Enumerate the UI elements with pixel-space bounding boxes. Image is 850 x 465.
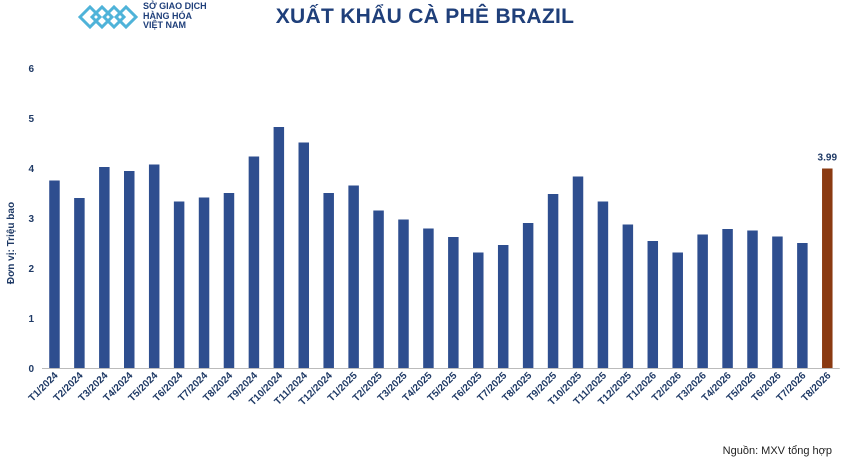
y-tick-label: 5 [28, 114, 34, 125]
bar [198, 197, 210, 368]
bar [572, 176, 584, 368]
bar [722, 229, 733, 368]
bar [672, 252, 683, 368]
data-labels: 3.99 [818, 153, 838, 164]
bar [423, 228, 434, 368]
logo-line-2: HÀNG HÓA [143, 10, 192, 21]
bar [323, 193, 334, 368]
bar [522, 223, 534, 368]
logo [77, 2, 218, 34]
bars [49, 127, 833, 368]
y-tick-label: 1 [28, 314, 34, 325]
y-tick-label: 0 [28, 364, 34, 375]
bar [49, 180, 60, 368]
bar [348, 185, 359, 368]
bar [248, 156, 260, 368]
logo-line-1: SỞ GIAO DỊCH [143, 1, 207, 11]
data-label: 3.99 [818, 153, 838, 164]
y-tick-label: 2 [28, 264, 34, 275]
y-axis-ticks: 0 1 2 3 4 5 6 [28, 64, 34, 375]
bar [622, 224, 634, 368]
bar [497, 245, 509, 368]
bar [597, 201, 609, 368]
bar-highlight [822, 168, 833, 368]
bar [398, 219, 409, 368]
bar [373, 210, 384, 368]
logo-line-3: VIỆT NAM [143, 20, 187, 30]
bar [99, 167, 110, 368]
bar [124, 171, 135, 368]
bar [772, 236, 783, 368]
y-tick-label: 3 [28, 214, 34, 225]
y-axis-label: Đơn vị: Triệu bao [6, 202, 17, 284]
y-tick-label: 4 [28, 164, 34, 175]
bar [148, 164, 160, 368]
bar [273, 127, 285, 368]
y-tick-label: 6 [28, 64, 34, 75]
x-axis-labels: T1/2024T2/2024T3/2024T4/2024T5/2024T6/20… [27, 370, 834, 408]
chart-title: XUẤT KHẨU CÀ PHÊ BRAZIL [275, 5, 575, 28]
bar [547, 194, 559, 368]
bar [647, 241, 659, 368]
source-note: Nguồn: MXV tổng hợp [722, 445, 832, 457]
logo-text: SỞ GIAO DỊCH HÀNG HÓA VIỆT NAM [143, 1, 207, 31]
bar [797, 243, 808, 368]
bar [74, 198, 85, 368]
bar [473, 252, 484, 368]
logo-mark-icon [77, 4, 139, 30]
bar [298, 142, 310, 368]
bar [223, 193, 235, 368]
bar [697, 234, 708, 368]
bar [747, 230, 758, 368]
bar [448, 237, 459, 368]
bar [173, 201, 185, 368]
